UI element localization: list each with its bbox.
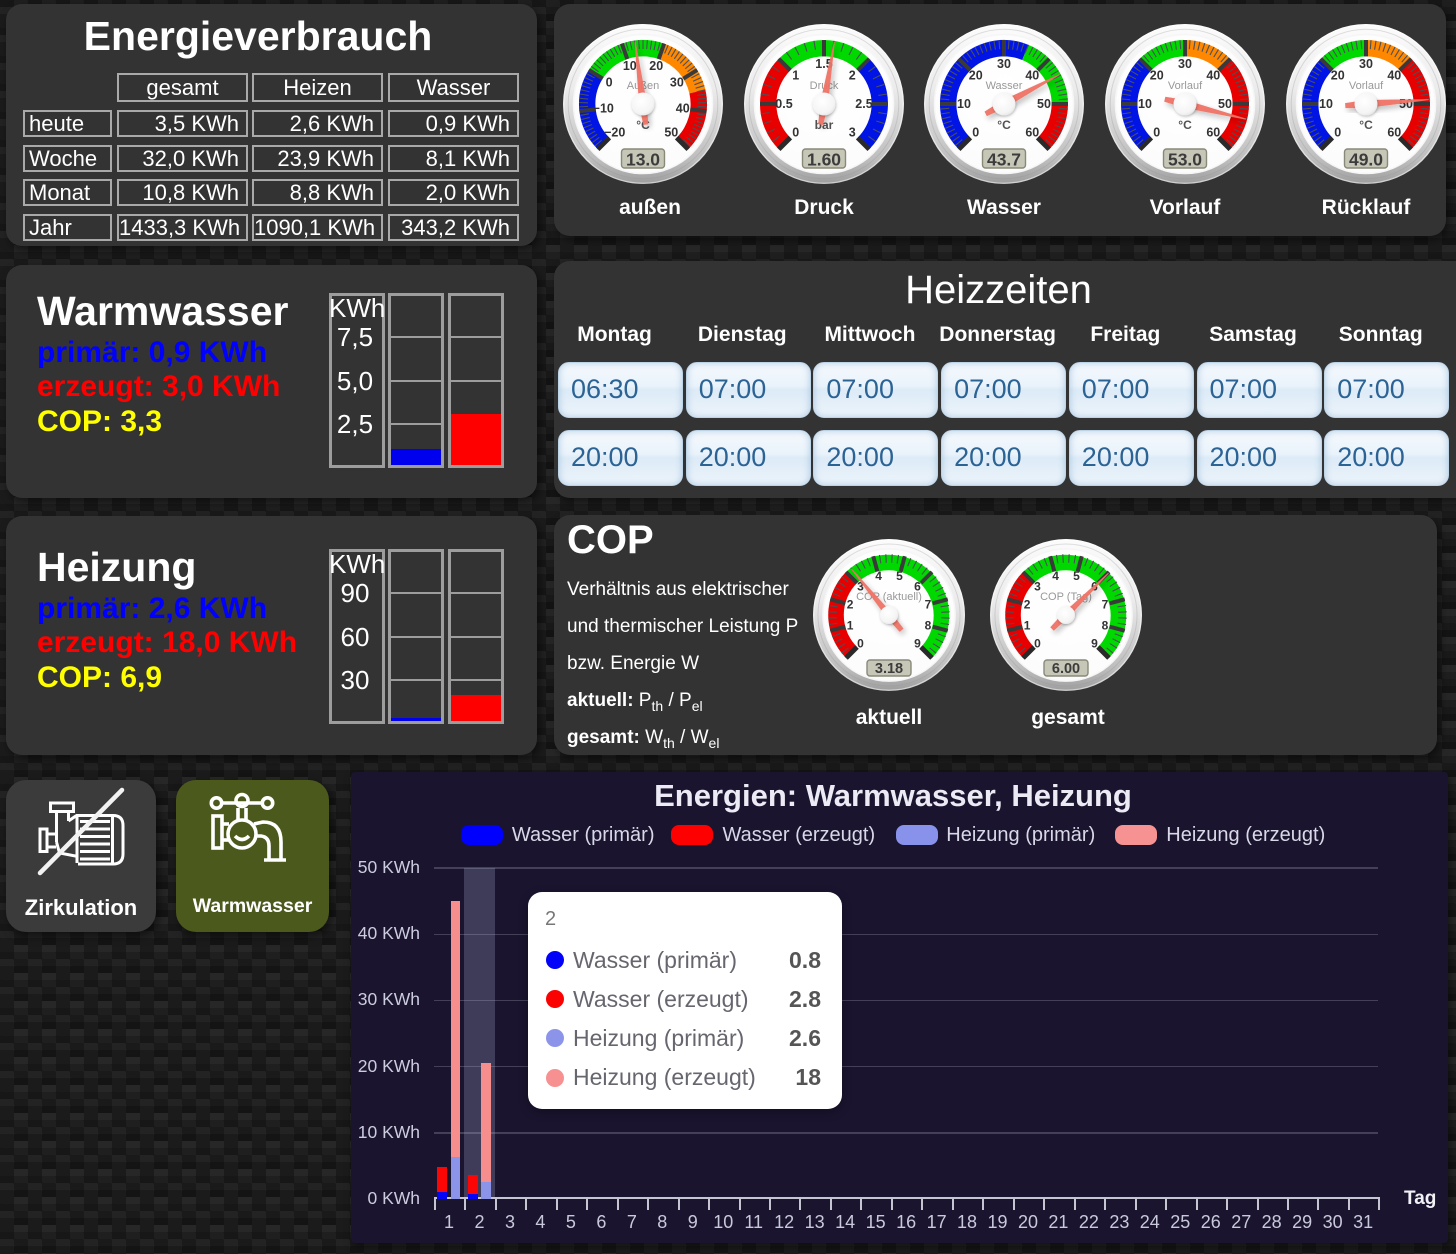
svg-text:60: 60: [1206, 125, 1220, 139]
svg-text:1: 1: [792, 69, 799, 83]
svg-text:3: 3: [857, 580, 864, 594]
svg-text:−10: −10: [593, 101, 614, 115]
svg-text:40: 40: [1206, 69, 1220, 83]
svg-text:20: 20: [1331, 69, 1345, 83]
svg-text:Wasser: Wasser: [986, 80, 1023, 92]
svg-text:5: 5: [896, 569, 903, 583]
svg-text:30: 30: [1178, 57, 1192, 71]
svg-text:0: 0: [606, 76, 613, 90]
svg-text:°C: °C: [1359, 118, 1373, 132]
svg-text:9: 9: [914, 636, 921, 650]
svg-text:2: 2: [1023, 598, 1030, 612]
svg-text:°C: °C: [998, 118, 1012, 132]
svg-text:4: 4: [875, 569, 882, 583]
svg-text:0: 0: [1153, 125, 1160, 139]
svg-text:°C: °C: [1178, 118, 1192, 132]
svg-text:40: 40: [676, 101, 690, 115]
svg-text:0: 0: [857, 636, 864, 650]
svg-text:30: 30: [997, 57, 1011, 71]
svg-text:5: 5: [1073, 569, 1080, 583]
svg-text:10: 10: [957, 97, 971, 111]
svg-text:8: 8: [925, 618, 932, 632]
svg-text:40: 40: [1387, 69, 1401, 83]
svg-text:60: 60: [1387, 125, 1401, 139]
svg-text:30: 30: [670, 76, 684, 90]
svg-text:3: 3: [848, 125, 855, 139]
svg-text:50: 50: [1218, 97, 1232, 111]
svg-text:60: 60: [1026, 125, 1040, 139]
svg-text:2.5: 2.5: [855, 97, 872, 111]
svg-text:20: 20: [1150, 69, 1164, 83]
svg-text:COP (aktuell): COP (aktuell): [856, 591, 922, 603]
svg-text:6.00: 6.00: [1051, 661, 1079, 677]
svg-text:1.60: 1.60: [807, 150, 841, 170]
svg-text:1: 1: [1023, 618, 1030, 632]
svg-text:−20: −20: [604, 125, 625, 139]
svg-text:50: 50: [664, 125, 678, 139]
svg-text:10: 10: [1319, 97, 1333, 111]
svg-text:10: 10: [1138, 97, 1152, 111]
svg-text:Vorlauf: Vorlauf: [1349, 80, 1384, 92]
svg-text:49.0: 49.0: [1349, 150, 1383, 170]
svg-text:6: 6: [914, 580, 921, 594]
svg-text:53.0: 53.0: [1168, 150, 1202, 170]
svg-text:20: 20: [649, 59, 663, 73]
svg-text:10: 10: [623, 59, 637, 73]
svg-text:8: 8: [1101, 618, 1108, 632]
svg-text:20: 20: [969, 69, 983, 83]
svg-text:43.7: 43.7: [987, 150, 1021, 170]
svg-text:Vorlauf: Vorlauf: [1168, 80, 1203, 92]
svg-text:50: 50: [1037, 97, 1051, 111]
svg-text:0: 0: [792, 125, 799, 139]
svg-text:7: 7: [925, 598, 932, 612]
svg-text:13.0: 13.0: [626, 150, 660, 170]
svg-text:40: 40: [1026, 69, 1040, 83]
svg-text:0: 0: [1334, 125, 1341, 139]
svg-text:3: 3: [1034, 580, 1041, 594]
svg-text:30: 30: [1359, 57, 1373, 71]
svg-text:1: 1: [847, 618, 854, 632]
svg-text:2: 2: [848, 69, 855, 83]
svg-text:4: 4: [1052, 569, 1059, 583]
svg-text:3.18: 3.18: [875, 661, 903, 677]
svg-text:0: 0: [973, 125, 980, 139]
svg-text:0: 0: [1034, 636, 1041, 650]
svg-text:0.5: 0.5: [775, 97, 792, 111]
svg-text:50: 50: [1399, 97, 1413, 111]
svg-text:2: 2: [847, 598, 854, 612]
svg-text:7: 7: [1101, 598, 1108, 612]
svg-text:9: 9: [1091, 636, 1098, 650]
